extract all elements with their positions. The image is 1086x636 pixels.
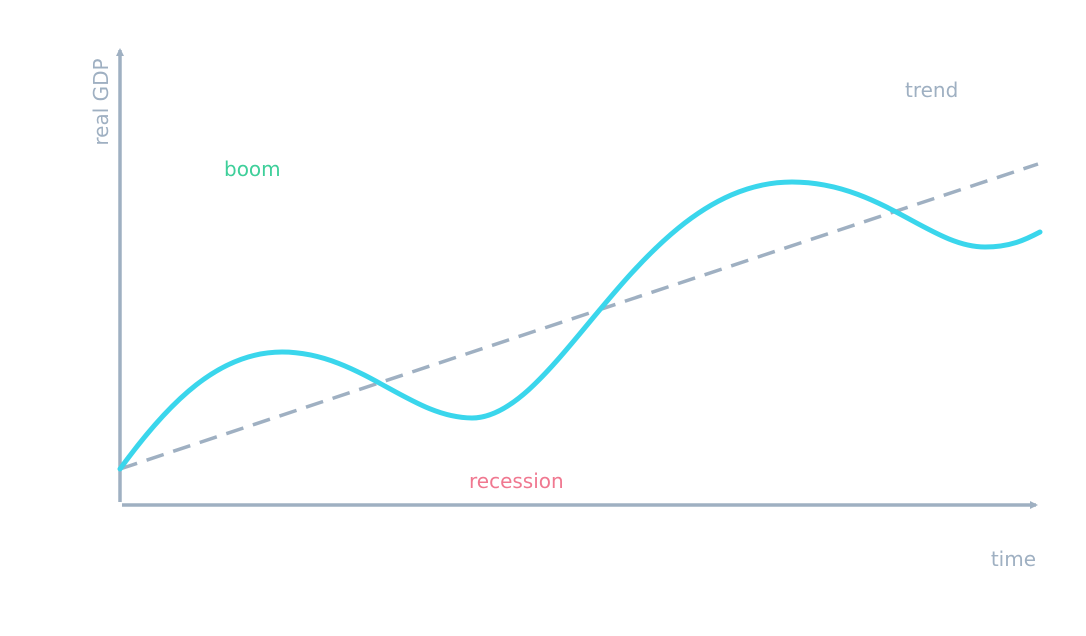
x-axis-label: time <box>991 547 1036 571</box>
business-cycle-curve <box>117 179 1043 472</box>
recession-label: recession <box>469 469 564 493</box>
trend-label: trend <box>905 78 958 102</box>
trend-line <box>119 162 1039 471</box>
y-axis-label: real GDP <box>89 58 113 145</box>
boom-label: boom <box>224 157 281 181</box>
